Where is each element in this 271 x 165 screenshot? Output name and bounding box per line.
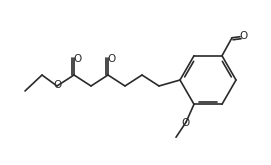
Text: O: O <box>53 80 61 90</box>
Text: O: O <box>74 54 82 64</box>
Text: O: O <box>239 31 247 41</box>
Text: O: O <box>182 118 190 128</box>
Text: O: O <box>108 54 116 64</box>
